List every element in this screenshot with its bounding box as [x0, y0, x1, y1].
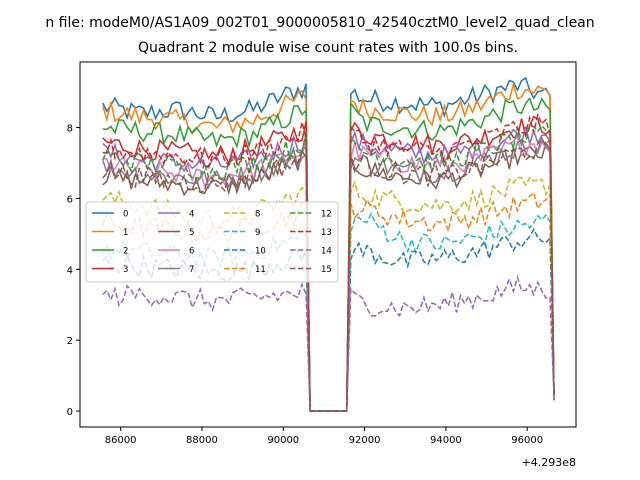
legend-label-11: 11 — [255, 265, 266, 275]
x-tick-label: 90000 — [267, 435, 299, 446]
x-tick-label: 94000 — [430, 435, 462, 446]
axes-frame — [79, 61, 577, 428]
y-tick-label: 0 — [67, 407, 73, 418]
y-tick-label: 6 — [67, 194, 73, 205]
figure-suptitle: n file: modeM0/AS1A09_002T01_9000005810_… — [45, 15, 594, 31]
series-line-14 — [102, 274, 555, 412]
legend-label-7: 7 — [189, 265, 194, 275]
x-tick-label: 96000 — [511, 435, 543, 446]
y-tick-label: 8 — [67, 124, 73, 135]
series-line-15 — [102, 137, 555, 412]
y-tick-label: 4 — [67, 265, 73, 276]
legend-label-13: 13 — [321, 228, 332, 238]
legend-label-3: 3 — [123, 265, 128, 275]
y-tick-label: 2 — [67, 336, 73, 347]
legend-label-1: 1 — [123, 228, 128, 238]
legend-label-9: 9 — [255, 228, 260, 238]
plot-area — [79, 61, 577, 428]
legend-label-2: 2 — [123, 247, 128, 257]
legend-label-15: 15 — [321, 265, 332, 275]
legend-label-0: 0 — [123, 210, 128, 220]
x-tick-label: 92000 — [349, 435, 381, 446]
legend-label-6: 6 — [189, 247, 194, 257]
legend-label-12: 12 — [321, 210, 332, 220]
legend-label-5: 5 — [189, 228, 194, 238]
x-tick-label: 88000 — [186, 435, 218, 446]
chart-title: Quadrant 2 module wise count rates with … — [138, 40, 518, 56]
legend-box — [85, 201, 339, 283]
legend-label-10: 10 — [255, 247, 266, 257]
legend-label-4: 4 — [189, 210, 194, 220]
x-tick-label: 86000 — [105, 435, 137, 446]
y-axis-ticks: 0 2 4 6 8 — [67, 124, 80, 418]
x-axis-offset-label: +4.293e8 — [522, 456, 576, 469]
x-axis-ticks: 86000 88000 90000 92000 94000 96000 — [105, 427, 543, 446]
legend-label-8: 8 — [255, 210, 260, 220]
legend-label-14: 14 — [321, 247, 332, 257]
series-line-13 — [102, 112, 555, 412]
